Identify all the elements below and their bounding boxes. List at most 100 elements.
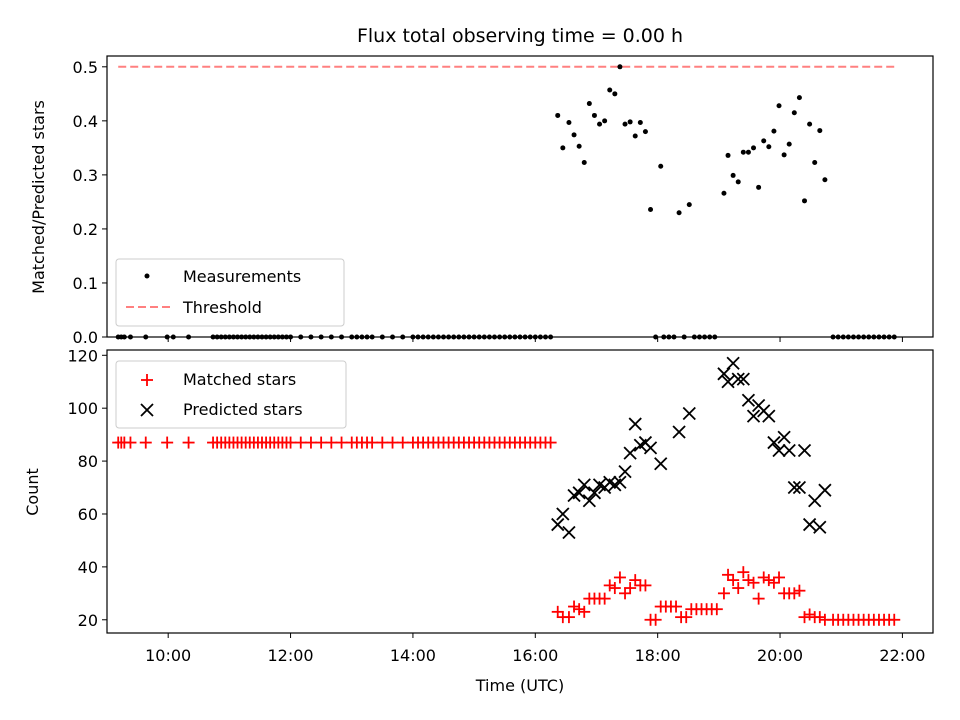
predicted-star-point xyxy=(577,478,591,492)
measurement-point xyxy=(676,210,682,216)
matched-star-point xyxy=(649,613,662,626)
bottom-axes-frame xyxy=(106,349,934,634)
matched-star-point xyxy=(680,611,693,624)
predicted-star-point xyxy=(762,409,776,423)
bottom-y-ticks: 20 40 60 80 100 120 xyxy=(67,346,107,630)
top-y-tick-label: 0.1 xyxy=(73,274,98,293)
predicted-star-point xyxy=(808,494,822,508)
bottom-x-tick-label: 16:00 xyxy=(512,646,558,665)
predicted-star-point xyxy=(672,425,686,439)
bottom-x-tick-label: 18:00 xyxy=(635,646,681,665)
predicted-star-point xyxy=(818,483,832,497)
top-y-ticks: 0.0 0.1 0.2 0.3 0.4 0.5 xyxy=(73,58,107,347)
measurement-point xyxy=(822,177,828,183)
matched-star-point xyxy=(396,436,409,449)
top-y-tick-label: 0.4 xyxy=(73,112,98,131)
predicted-star-point xyxy=(741,393,756,407)
matched-star-point xyxy=(608,582,621,595)
measurement-point xyxy=(658,163,664,169)
measurement-point xyxy=(786,141,792,147)
matched-star-point xyxy=(813,611,826,624)
predicted-star-point xyxy=(767,435,781,450)
measurement-point xyxy=(555,112,561,118)
matched-stars-legend-label: Matched stars xyxy=(183,370,296,389)
matched-star-point xyxy=(603,579,616,592)
bottom-x-ticks: 10:00 12:00 14:00 16:00 18:00 20:00 22:00 xyxy=(145,633,925,665)
predicted-star-point xyxy=(777,430,791,444)
measurement-point xyxy=(617,64,623,70)
matched-star-point xyxy=(182,436,195,449)
predicted-star-point xyxy=(643,441,658,455)
matched-star-point xyxy=(888,613,901,626)
matched-star-point xyxy=(161,436,174,449)
predicted-star-point xyxy=(623,446,637,460)
top-axes-frame xyxy=(106,55,934,338)
matched-star-point xyxy=(578,605,591,618)
measurement-point xyxy=(576,143,582,149)
chart-title: Flux total observing time = 0.00 h xyxy=(357,25,683,47)
predicted-star-point xyxy=(717,367,731,381)
bottom-x-tick-label: 20:00 xyxy=(757,646,803,665)
matched-star-point xyxy=(798,611,811,624)
bottom-panel: Count Time (UTC) 20 40 60 80 100 120 10:00 12:… xyxy=(23,346,934,695)
matched-star-point xyxy=(803,608,816,621)
matched-star-point xyxy=(304,436,317,449)
measurement-point xyxy=(581,159,587,165)
predicted-star-point xyxy=(556,507,570,521)
bottom-x-tick-label: 14:00 xyxy=(390,646,436,665)
matched-star-point xyxy=(619,587,632,600)
predicted-star-point xyxy=(746,409,761,423)
top-y-tick-label: 0.2 xyxy=(73,220,98,239)
top-y-axis-label: Matched/Predicted stars xyxy=(29,100,48,294)
predicted-star-point xyxy=(572,486,586,500)
measurement-point xyxy=(771,128,777,134)
bottom-y-tick-label: 100 xyxy=(67,399,98,418)
matched-star-point xyxy=(773,571,786,584)
bottom-y-tick-label: 120 xyxy=(67,346,98,365)
matched-star-point xyxy=(727,574,740,587)
matched-star-point xyxy=(376,436,389,449)
predicted-star-point xyxy=(792,480,807,495)
predicted-star-point xyxy=(787,480,801,495)
predicted-star-point xyxy=(721,375,735,389)
matched-star-point xyxy=(722,568,735,581)
matched-star-point xyxy=(624,582,637,595)
measurement-point xyxy=(740,149,746,155)
matched-star-point xyxy=(767,576,780,589)
matched-star-point xyxy=(639,579,652,592)
matched-star-point xyxy=(544,436,557,449)
measurement-point xyxy=(566,119,572,125)
measurement-point xyxy=(802,198,808,204)
bottom-x-tick-label: 12:00 xyxy=(268,646,314,665)
bottom-plot-marks xyxy=(112,356,901,626)
predicted-star-point xyxy=(782,443,796,458)
matched-star-point xyxy=(747,576,760,589)
predicted-star-point xyxy=(772,443,786,458)
top-y-tick-label: 0.5 xyxy=(73,58,98,77)
measurement-point xyxy=(642,129,648,135)
measurement-point xyxy=(761,138,767,144)
matched-star-point xyxy=(294,436,307,449)
matched-star-point xyxy=(762,574,775,587)
measurement-point xyxy=(607,87,613,93)
measurement-point xyxy=(730,172,736,178)
matched-star-point xyxy=(366,436,379,449)
matched-star-point xyxy=(335,436,348,449)
matched-star-point xyxy=(284,436,297,449)
matched-star-point xyxy=(386,436,399,449)
measurement-point xyxy=(637,119,643,125)
matched-star-point xyxy=(124,436,137,449)
measurement-point xyxy=(632,133,638,139)
matched-star-point xyxy=(629,574,642,587)
measurement-point xyxy=(686,202,692,208)
bottom-x-axis-label: Time (UTC) xyxy=(475,676,564,695)
bottom-y-tick-label: 40 xyxy=(78,558,98,577)
matched-star-point xyxy=(139,436,152,449)
predicted-star-point xyxy=(731,372,745,386)
predicted-star-point xyxy=(618,465,632,479)
bottom-y-axis-label: Count xyxy=(23,468,42,516)
measurement-point xyxy=(591,112,597,118)
measurement-point xyxy=(751,145,757,151)
predicted-stars-legend-label: Predicted stars xyxy=(183,400,303,419)
